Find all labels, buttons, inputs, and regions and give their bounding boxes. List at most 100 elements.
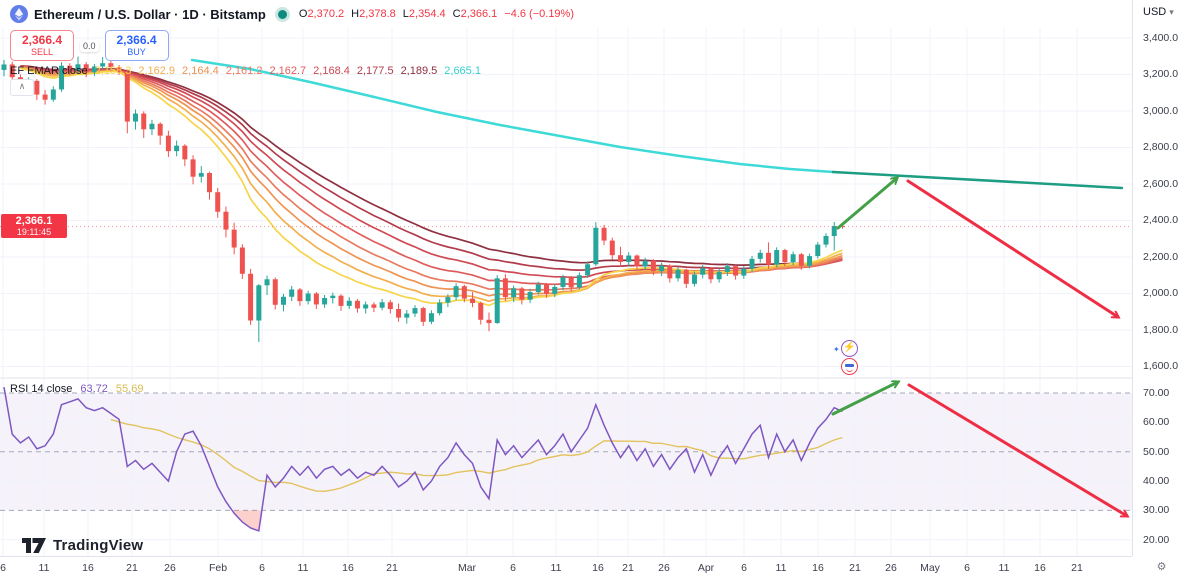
ema-ribbon-line[interactable] (20, 66, 843, 297)
candle[interactable] (280, 296, 286, 305)
candle[interactable] (593, 227, 599, 265)
candle[interactable] (823, 236, 829, 245)
candle[interactable] (634, 255, 640, 267)
candle[interactable] (124, 71, 130, 122)
cyan-ma-line[interactable] (190, 58, 835, 174)
chevron-up-icon[interactable]: ∧ (10, 79, 34, 96)
ema-ribbon-line[interactable] (20, 67, 843, 307)
candle[interactable] (831, 225, 837, 237)
candle[interactable] (174, 145, 180, 152)
candle[interactable] (552, 286, 558, 294)
emoji-face-icon[interactable] (841, 358, 858, 375)
candle[interactable] (782, 250, 788, 263)
rsi-ma-line[interactable] (110, 418, 843, 493)
candle[interactable] (396, 309, 402, 318)
candle[interactable] (478, 302, 484, 320)
candle[interactable] (683, 269, 689, 284)
sell-button[interactable]: 2,366.4 SELL (10, 30, 74, 61)
green-arrow-main[interactable] (836, 178, 897, 230)
candle[interactable] (190, 159, 196, 177)
candle[interactable] (486, 319, 492, 324)
candle[interactable] (453, 286, 459, 298)
tradingview-logo[interactable]: TradingView (22, 537, 143, 554)
candle[interactable] (700, 268, 706, 275)
candle[interactable] (371, 304, 377, 308)
emar-indicator-legend[interactable]: EF EMAR close 2,158.3 2,162.9 2,164.4 2,161… (10, 65, 574, 77)
candle[interactable] (437, 302, 443, 314)
candle[interactable] (354, 300, 360, 309)
candle[interactable] (519, 288, 525, 300)
candle[interactable] (412, 308, 418, 314)
candle[interactable] (9, 64, 15, 78)
candle[interactable] (141, 113, 147, 130)
candle[interactable] (724, 266, 730, 272)
ema-ribbon-line[interactable] (20, 64, 843, 266)
candle[interactable] (50, 89, 56, 100)
candle[interactable] (560, 277, 566, 287)
candle[interactable] (231, 229, 237, 248)
candle[interactable] (91, 66, 97, 73)
candle[interactable] (248, 273, 254, 321)
candle[interactable] (461, 286, 467, 299)
candle[interactable] (239, 247, 245, 274)
candle[interactable] (75, 64, 81, 71)
candle[interactable] (601, 227, 607, 241)
candle[interactable] (585, 264, 591, 276)
candle[interactable] (379, 302, 385, 308)
candle[interactable] (428, 313, 434, 322)
candle[interactable] (322, 298, 328, 305)
candle[interactable] (67, 65, 73, 71)
candle[interactable] (133, 113, 139, 122)
candle[interactable] (757, 252, 763, 259)
candle[interactable] (839, 225, 845, 227)
candle[interactable] (642, 260, 648, 267)
candle[interactable] (765, 252, 771, 265)
candle[interactable] (749, 258, 755, 269)
candle[interactable] (116, 67, 122, 72)
ema-ribbon-line[interactable] (20, 66, 843, 303)
candle[interactable] (34, 80, 40, 95)
candle[interactable] (609, 240, 615, 256)
lightning-icon[interactable]: ⚡ (833, 340, 858, 357)
gear-icon[interactable]: ⚙ (1156, 561, 1167, 573)
red-arrow-main[interactable] (906, 179, 1118, 317)
candle[interactable] (100, 63, 106, 67)
candle[interactable] (502, 278, 508, 298)
candle[interactable] (313, 293, 319, 305)
candle[interactable] (774, 250, 780, 265)
candle[interactable] (511, 288, 517, 298)
candle[interactable] (626, 255, 632, 262)
market-status-icon[interactable] (277, 9, 287, 19)
candle[interactable] (470, 298, 476, 303)
green-arrow-rsi[interactable] (831, 382, 898, 416)
candle[interactable] (527, 292, 533, 300)
candle[interactable] (346, 300, 352, 306)
candle[interactable] (1, 64, 7, 70)
candle[interactable] (815, 244, 821, 257)
rsi-indicator-legend[interactable]: RSI 14 close 63.72 55.69 (10, 383, 143, 395)
candle[interactable] (659, 265, 665, 272)
candle[interactable] (207, 173, 212, 193)
candle[interactable] (215, 192, 221, 212)
time-scale[interactable]: 6 11 16 21 26 Feb 6 11 16 21 Mar 6 11 16 21 26 Apr 6 11 16 2… (0, 556, 1132, 578)
symbol-row[interactable]: Ethereum / U.S. Dollar · 1D · Bitstamp O… (10, 5, 574, 23)
candle[interactable] (256, 285, 262, 321)
candle[interactable] (289, 289, 295, 297)
candle[interactable] (733, 266, 739, 276)
candle[interactable] (157, 123, 163, 136)
candle[interactable] (790, 254, 796, 263)
candle[interactable] (420, 308, 426, 322)
candle[interactable] (108, 63, 114, 68)
candle[interactable] (675, 269, 681, 279)
currency-selector[interactable]: USD ▾ (1143, 6, 1174, 18)
ema-ribbon-line[interactable] (20, 65, 843, 271)
price-scale[interactable]: USD ▾ 3,400.0 3,200.0 3,000.0 2,800.0 2,600.… (1132, 0, 1200, 556)
ema-ribbon-line[interactable] (20, 65, 843, 279)
candle[interactable] (182, 145, 188, 160)
candle[interactable] (149, 123, 155, 130)
candle[interactable] (305, 293, 311, 302)
candle[interactable] (59, 65, 65, 90)
trendline[interactable] (831, 170, 1124, 190)
rsi-line[interactable] (3, 386, 843, 532)
